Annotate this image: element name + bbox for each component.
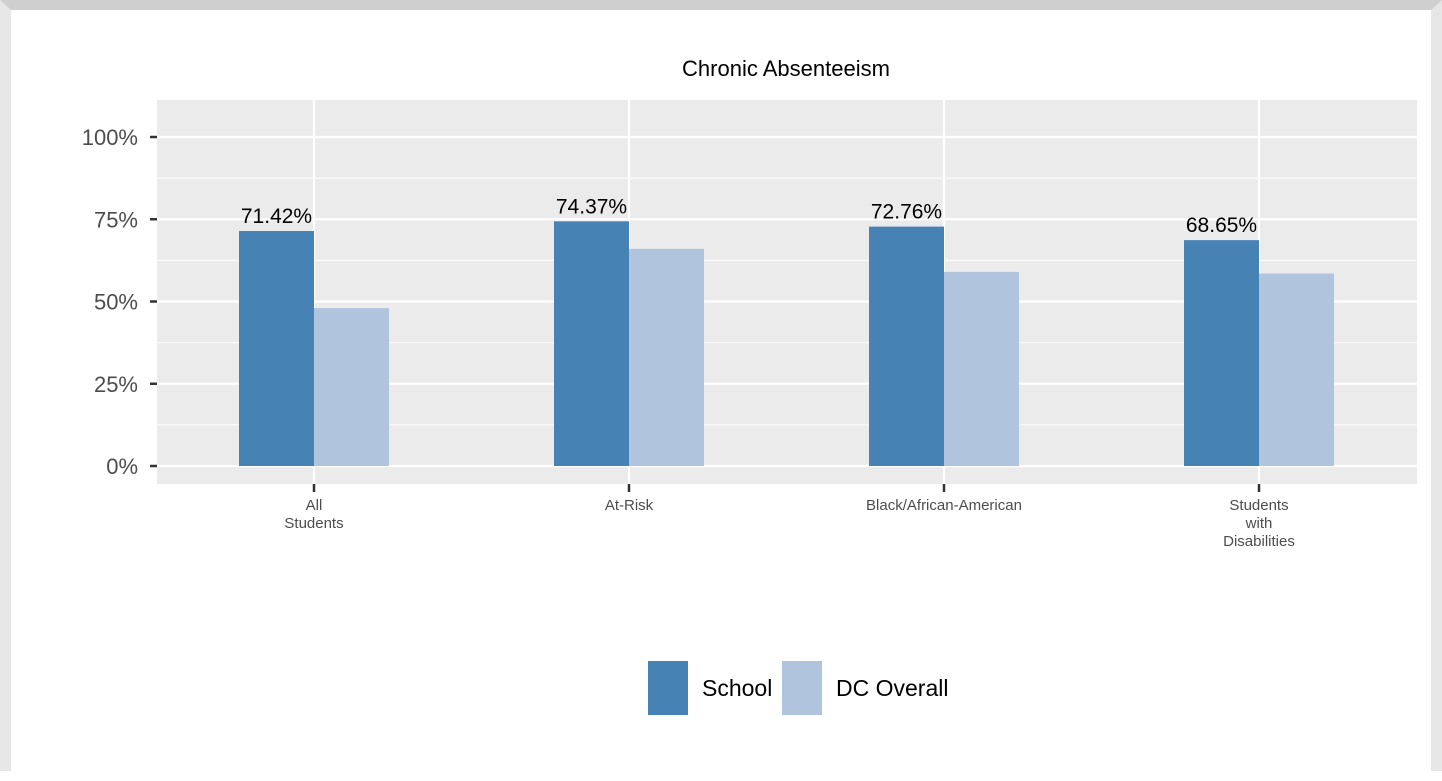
data-label: 74.37%	[556, 195, 627, 218]
x-tick-label: Black/African-American	[866, 497, 1022, 514]
legend: School DC Overall	[648, 661, 948, 715]
bar-school	[239, 231, 314, 466]
y-axis: 0% 25% 50% 75% 100%	[82, 125, 157, 479]
legend-label: DC Overall	[836, 675, 948, 701]
bar-dc-overall	[314, 308, 389, 466]
y-tick-label: 0%	[106, 454, 138, 479]
bar-school	[1184, 240, 1259, 466]
bars	[239, 221, 1334, 466]
data-label: 68.65%	[1186, 214, 1257, 237]
legend-label: School	[702, 675, 772, 701]
x-tick-label: At-Risk	[605, 497, 654, 514]
x-axis: All Students At-Risk Black/African-American…	[284, 484, 1295, 550]
y-tick-label: 50%	[94, 290, 138, 315]
bar-dc-overall	[1259, 273, 1334, 466]
legend-swatch-school	[648, 661, 688, 715]
bar-school	[554, 221, 629, 466]
y-tick-label: 25%	[94, 372, 138, 397]
x-tick-label: Students with Disabilities	[1223, 497, 1295, 550]
data-label: 72.76%	[871, 201, 942, 224]
legend-swatch-dc-overall	[782, 661, 822, 715]
x-tick-label: All Students	[284, 497, 343, 532]
chart-title: Chronic Absenteeism	[682, 56, 890, 81]
data-labels: 71.42% 74.37% 72.76% 68.65%	[241, 195, 1257, 237]
data-label: 71.42%	[241, 205, 312, 228]
bar-dc-overall	[629, 248, 704, 466]
bar-school	[869, 226, 944, 466]
bar-dc-overall	[944, 271, 1019, 466]
chronic-absenteeism-chart: Chronic Absenteeism 71.42% 74.37% 72.76% 68…	[82, 56, 1417, 715]
y-tick-label: 75%	[94, 207, 138, 232]
y-tick-label: 100%	[82, 125, 138, 150]
